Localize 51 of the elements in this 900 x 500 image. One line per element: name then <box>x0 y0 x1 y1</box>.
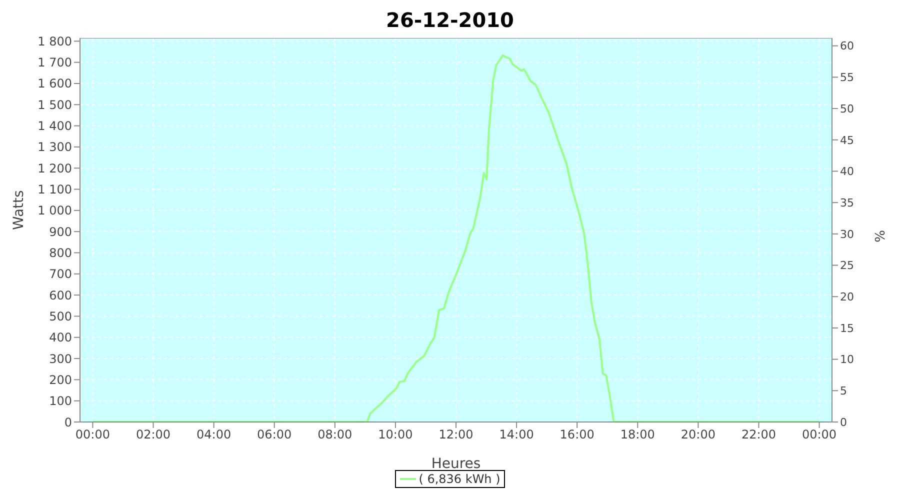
x-tick-label: 18:00 <box>620 428 655 442</box>
y-tick-label: 400 <box>49 330 72 345</box>
y2-axis-title: % <box>874 230 889 242</box>
y2-tick-label: 10 <box>840 353 854 366</box>
x-tick-label: 06:00 <box>257 428 292 442</box>
x-tick-label: 10:00 <box>378 428 413 442</box>
y-tick-label: 200 <box>49 372 72 387</box>
y-tick-label: 1 500 <box>38 98 72 112</box>
x-tick-label: 00:00 <box>75 428 110 442</box>
y2-tick-label: 40 <box>840 165 854 178</box>
y-tick-label: 500 <box>49 309 72 324</box>
y-tick-label: 1 100 <box>38 182 72 197</box>
y-tick-label: 600 <box>49 288 72 302</box>
y-tick-label: 1 800 <box>38 34 72 48</box>
x-tick-label: 04:00 <box>196 428 232 442</box>
y2-tick-label: 60 <box>840 40 854 53</box>
y2-tick-label: 55 <box>840 71 854 84</box>
x-tick-label: 16:00 <box>560 428 594 442</box>
legend-label: ( 6,836 kWh ) <box>418 472 500 486</box>
x-tick-label: 22:00 <box>741 428 776 442</box>
y-tick-label: 800 <box>49 246 72 260</box>
x-tick-label: 00:00 <box>802 428 837 442</box>
y-tick-label: 1 700 <box>38 56 72 70</box>
x-tick-label: 20:00 <box>680 428 716 442</box>
y2-tick-label: 20 <box>840 290 854 304</box>
y-axis-title: Watts <box>10 190 27 230</box>
y2-tick-label: 45 <box>840 134 854 147</box>
chart-title: 26-12-2010 <box>385 8 515 32</box>
y2-tick-label: 50 <box>840 102 854 116</box>
y-tick-label: 1 400 <box>38 119 72 134</box>
x-axis-title: Heures <box>431 456 481 472</box>
y-tick-label: 900 <box>49 224 72 239</box>
x-tick-label: 08:00 <box>318 428 352 442</box>
y2-tick-label: 30 <box>840 228 854 241</box>
line-series <box>92 54 820 422</box>
y-tick-label: 1 000 <box>38 204 72 218</box>
x-tick-label: 14:00 <box>499 428 534 442</box>
y2-tick-label: 15 <box>840 322 854 335</box>
y-tick-label: 1 300 <box>38 140 72 154</box>
y-tick-label: 0 <box>64 415 72 430</box>
y-tick-label: 1 600 <box>38 76 72 91</box>
x-tick-label: 12:00 <box>438 428 474 442</box>
y-tick-label: 700 <box>49 267 72 282</box>
y-tick-label: 1 200 <box>38 161 72 176</box>
y-tick-label: 300 <box>49 352 72 366</box>
y2-tick-label: 0 <box>840 416 847 429</box>
y2-tick-label: 35 <box>840 196 854 210</box>
x-tick-label: 02:00 <box>136 428 171 442</box>
y-tick-label: 100 <box>49 394 72 408</box>
y2-tick-label: 25 <box>840 259 854 272</box>
y2-tick-label: 5 <box>840 384 847 398</box>
